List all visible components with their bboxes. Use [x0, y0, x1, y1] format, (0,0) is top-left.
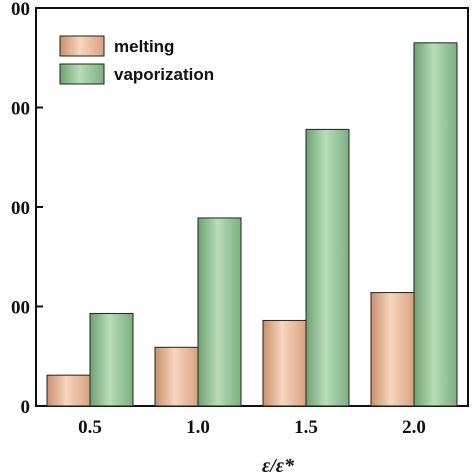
x-tick-label: 0.5: [78, 417, 102, 438]
bar-vaporization-0.5: [89, 312, 134, 407]
y-tick-label: 00: [11, 0, 30, 20]
y-tick-label: 0: [21, 397, 31, 418]
bar-vaporization-1.0: [197, 217, 242, 407]
legend-swatch-vaporization: [59, 63, 105, 85]
bar-vaporization-2.0: [413, 42, 458, 407]
x-tick-label: 1.0: [186, 417, 210, 438]
y-tick-label: 00: [11, 99, 30, 120]
legend: melting vaporization: [59, 35, 214, 85]
legend-label-melting: melting: [114, 37, 174, 56]
legend-swatch-melting: [59, 35, 105, 57]
x-axis-title: ε/ε*: [262, 455, 295, 474]
y-tick-label: 00: [11, 298, 30, 319]
bars: [46, 42, 458, 407]
legend-label-vaporization: vaporization: [114, 65, 214, 84]
x-tick-label: 1.5: [294, 417, 318, 438]
bar-melting-2.0: [370, 292, 415, 407]
bar-vaporization-1.5: [305, 128, 350, 407]
y-tick-label: 00: [11, 198, 30, 219]
bar-melting-1.0: [154, 346, 199, 407]
bar-melting-1.5: [262, 319, 307, 407]
x-tick-label: 2.0: [402, 417, 426, 438]
bar-melting-0.5: [46, 374, 91, 407]
